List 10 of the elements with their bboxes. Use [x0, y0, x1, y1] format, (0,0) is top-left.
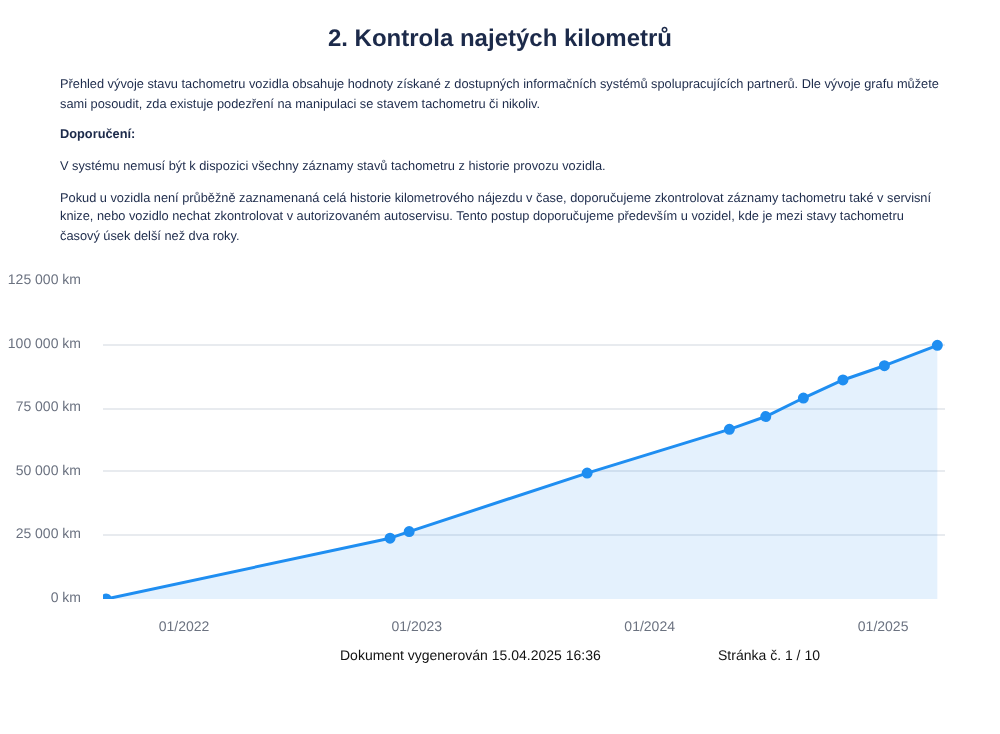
point: [878, 360, 890, 372]
point: [581, 467, 593, 479]
point: [760, 411, 772, 423]
point: [723, 423, 735, 435]
point: [797, 392, 809, 404]
point: [837, 374, 849, 386]
point: [384, 532, 396, 544]
chart-title: 2. Kontrola najetých kilometrů: [325, 22, 675, 56]
point: [931, 339, 943, 351]
point: [403, 526, 415, 538]
